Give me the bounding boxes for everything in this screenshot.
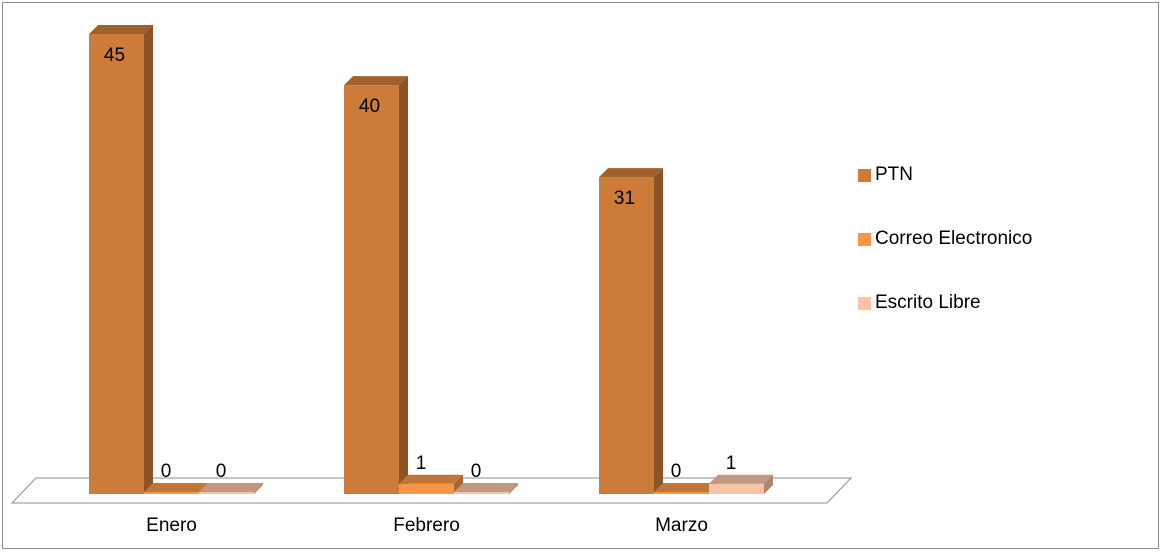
data-label-escrito-libre-enero: 0 [216,461,227,482]
bar-top-escrito-libre-marzo [709,474,773,484]
category-label-enero: Enero [146,515,197,536]
bar-top-correo-electronico-enero [144,483,208,492]
bar-top-ptn-febrero [344,76,408,86]
bar-side-ptn-febrero [399,76,408,494]
bar-top-escrito-libre-febrero [454,483,518,492]
bar-ptn-febrero [344,85,399,494]
legend-label-correo-electronico: Correo Electronico [875,228,1033,249]
bar-top-correo-electronico-febrero [399,474,463,484]
legend-item-ptn[interactable]: PTN [858,162,1032,188]
bar-escrito-libre-marzo [709,483,764,494]
legend-label-ptn: PTN [875,164,913,185]
category-label-febrero: Febrero [393,515,460,536]
bar-side-escrito-libre-marzo [764,474,773,494]
bar-escrito-libre-enero [199,492,254,494]
category-label-marzo: Marzo [655,515,708,536]
bar-correo-electronico-marzo [654,492,709,494]
legend-swatch-escrito-libre [858,296,871,310]
legend-item-correo-electronico[interactable]: Correo Electronico [858,226,1032,252]
legend: PTN Correo Electronico Escrito Libre [858,162,1032,354]
legend-swatch-correo-electronico [858,232,871,246]
bar-ptn-enero [89,34,144,494]
data-label-escrito-libre-febrero: 0 [471,461,482,482]
bar-ptn-marzo [599,177,654,494]
data-label-ptn-marzo: 31 [614,188,635,209]
bar-correo-electronico-febrero [399,483,454,494]
bar-side-escrito-libre-enero [254,483,263,494]
data-label-escrito-libre-marzo: 1 [726,453,737,474]
data-label-correo-electronico-febrero: 1 [416,453,427,474]
bar-side-ptn-marzo [654,168,663,494]
data-label-correo-electronico-marzo: 0 [671,461,682,482]
bar-top-escrito-libre-enero [199,483,263,492]
data-label-ptn-enero: 45 [104,45,125,66]
bar-side-ptn-enero [144,25,153,494]
bar-top-ptn-enero [89,25,153,34]
bar-top-correo-electronico-marzo [654,483,718,492]
bar-top-ptn-marzo [599,168,663,178]
data-label-correo-electronico-enero: 0 [161,461,172,482]
data-label-ptn-febrero: 40 [359,96,380,117]
legend-swatch-ptn [858,168,871,182]
legend-item-escrito-libre[interactable]: Escrito Libre [858,290,1032,316]
bar-escrito-libre-febrero [454,492,509,494]
bar-side-correo-electronico-febrero [454,474,463,494]
legend-label-escrito-libre: Escrito Libre [875,292,981,313]
bar-side-escrito-libre-febrero [509,483,518,494]
bar-correo-electronico-enero [144,492,199,494]
